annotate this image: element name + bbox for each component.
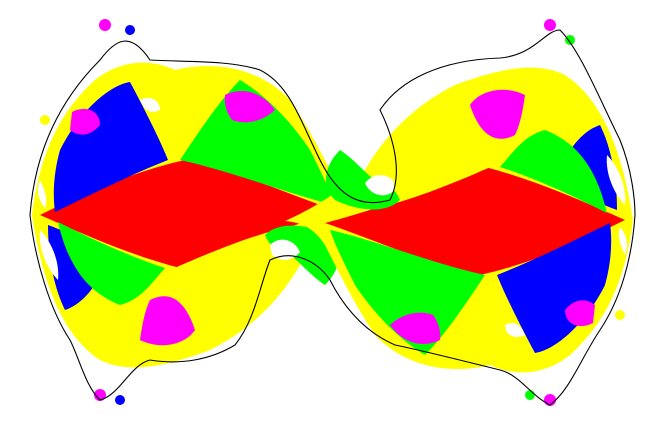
bud	[115, 395, 125, 405]
right-yellow-lower	[365, 88, 497, 210]
right-spiral-white	[365, 175, 395, 196]
bud	[565, 35, 575, 45]
right-white-pocket-3	[505, 323, 525, 337]
left-white-pocket-2	[37, 180, 47, 208]
left-yellow-lower	[168, 225, 300, 347]
left-red-diamond	[40, 160, 340, 268]
right-green-lower	[500, 130, 607, 213]
boundary-buds	[40, 19, 625, 406]
bud	[94, 389, 106, 401]
right-blue-upper	[497, 223, 612, 353]
right-magenta-upper-2	[565, 300, 595, 327]
bud	[40, 115, 50, 125]
left-blue-upper	[53, 82, 168, 212]
bud	[544, 394, 556, 406]
right-magenta-upper	[390, 312, 441, 345]
bud	[525, 390, 535, 400]
left-magenta-lower	[140, 296, 195, 346]
right-white-pocket-2	[618, 227, 628, 255]
bud	[99, 19, 111, 31]
outer-outline	[29, 29, 636, 406]
left-magenta-upper-2	[70, 108, 100, 135]
right-white-pocket-1	[606, 155, 626, 205]
left-magenta-upper	[224, 90, 275, 123]
right-lobe	[285, 67, 633, 373]
left-white-pocket-3	[140, 98, 160, 112]
bud	[125, 25, 135, 35]
left-spiral-white	[270, 239, 300, 260]
left-green-upper	[180, 80, 335, 205]
right-red-diamond	[325, 167, 625, 275]
left-lobe	[32, 62, 380, 368]
left-green-lower	[58, 222, 165, 305]
right-green-upper	[330, 230, 485, 355]
bud	[615, 310, 625, 320]
bud	[544, 19, 556, 31]
right-magenta-lower	[470, 89, 525, 139]
left-white-pocket-1	[39, 230, 59, 280]
